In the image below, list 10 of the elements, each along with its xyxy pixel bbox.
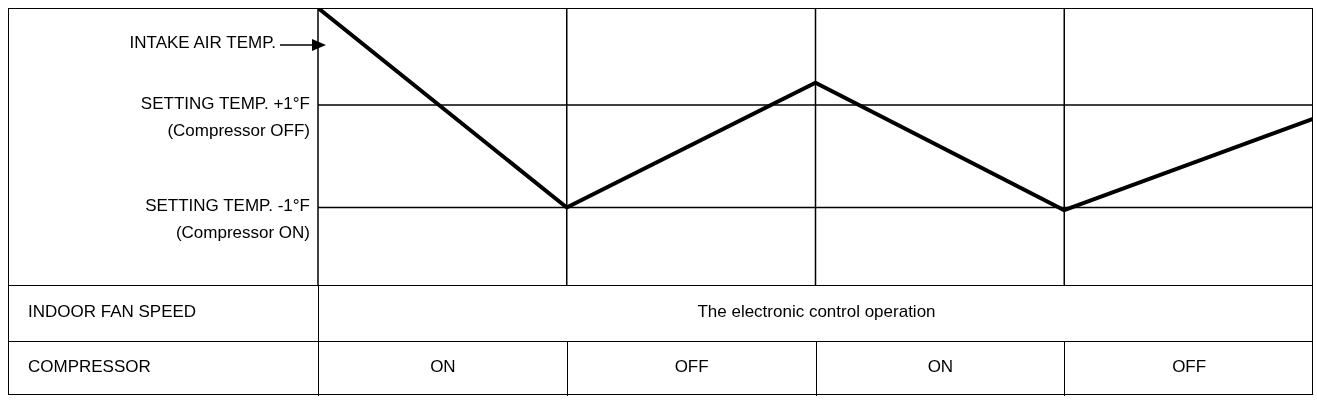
ref-line-label: SETTING TEMP. -1°F (Compressor ON) xyxy=(145,196,310,243)
text: COMPRESSOR xyxy=(28,357,151,377)
text: The electronic control operation xyxy=(318,286,1314,342)
text: ON xyxy=(815,342,1065,396)
text: OFF xyxy=(1064,342,1313,396)
text: ON xyxy=(318,342,567,396)
text: INDOOR FAN SPEED xyxy=(28,302,197,322)
legend-label: INTAKE AIR TEMP. xyxy=(129,33,276,53)
text: OFF xyxy=(566,342,816,396)
ref-line-label: SETTING TEMP. +1°F (Compressor OFF) xyxy=(140,94,310,141)
